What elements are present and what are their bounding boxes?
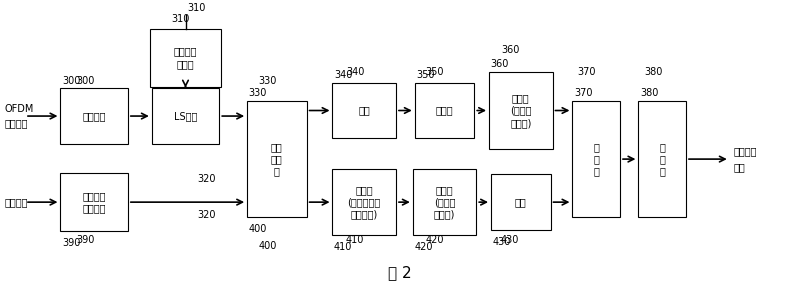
Text: 400: 400 (258, 241, 277, 251)
Text: 320: 320 (198, 210, 216, 221)
Text: 370: 370 (574, 88, 593, 98)
Text: 导频提取: 导频提取 (82, 111, 106, 121)
Bar (333, 169, 396, 235)
Bar (60, 173, 128, 231)
Text: 420: 420 (426, 235, 444, 245)
Text: 310: 310 (171, 15, 190, 24)
Bar (150, 29, 222, 87)
Bar (489, 72, 553, 149)
Bar (638, 101, 686, 217)
Text: 除法器
(除以导
频个数): 除法器 (除以导 频个数) (434, 185, 455, 219)
Text: 360: 360 (490, 59, 509, 69)
Text: 导频序列
发生器: 导频序列 发生器 (174, 47, 198, 69)
Text: 340: 340 (346, 67, 364, 77)
Bar (333, 83, 396, 138)
Text: 430: 430 (501, 235, 519, 245)
Text: 求模: 求模 (515, 197, 526, 207)
Text: 340: 340 (334, 70, 353, 80)
Text: LS算法: LS算法 (174, 111, 197, 121)
Text: 400: 400 (249, 224, 267, 234)
Bar (60, 88, 128, 144)
Text: 330: 330 (249, 88, 267, 98)
Text: 信道参数: 信道参数 (4, 197, 28, 207)
Text: 数据符号: 数据符号 (4, 118, 28, 128)
Text: 300: 300 (77, 75, 95, 86)
Text: 补偿因子: 补偿因子 (734, 146, 757, 156)
Text: 求模: 求模 (358, 106, 370, 116)
Text: 410: 410 (334, 242, 353, 252)
Text: 420: 420 (414, 242, 433, 252)
Text: 复数
除法
器: 复数 除法 器 (271, 142, 282, 177)
Text: 图 2: 图 2 (388, 265, 412, 281)
Text: 300: 300 (62, 75, 80, 86)
Bar (572, 101, 620, 217)
Bar (152, 88, 219, 144)
Bar (247, 101, 306, 217)
Text: 390: 390 (62, 238, 80, 248)
Bar (491, 174, 550, 230)
Bar (413, 169, 476, 235)
Text: 330: 330 (258, 75, 277, 86)
Text: 320: 320 (198, 174, 216, 184)
Text: 输出: 输出 (734, 162, 746, 173)
Text: 370: 370 (577, 67, 596, 77)
Text: OFDM: OFDM (4, 104, 34, 114)
Text: 360: 360 (501, 45, 519, 55)
Text: 310: 310 (187, 3, 206, 13)
Text: 除法器
(除以导
频个数): 除法器 (除以导 频个数) (510, 93, 531, 128)
Text: 累加器: 累加器 (436, 106, 454, 116)
Text: 除
法
器: 除 法 器 (659, 142, 665, 177)
Text: 390: 390 (77, 235, 95, 245)
Text: 410: 410 (346, 235, 364, 245)
Text: 380: 380 (644, 67, 662, 77)
Bar (414, 83, 474, 138)
Text: 350: 350 (426, 67, 444, 77)
Text: 乘
法
器: 乘 法 器 (594, 142, 599, 177)
Text: 380: 380 (640, 88, 658, 98)
Text: 累加器
(实部和虚部
分别累加): 累加器 (实部和虚部 分别累加) (348, 185, 381, 219)
Text: 导频信道
参数提取: 导频信道 参数提取 (82, 191, 106, 213)
Text: 430: 430 (493, 237, 511, 246)
Text: 350: 350 (416, 70, 434, 80)
